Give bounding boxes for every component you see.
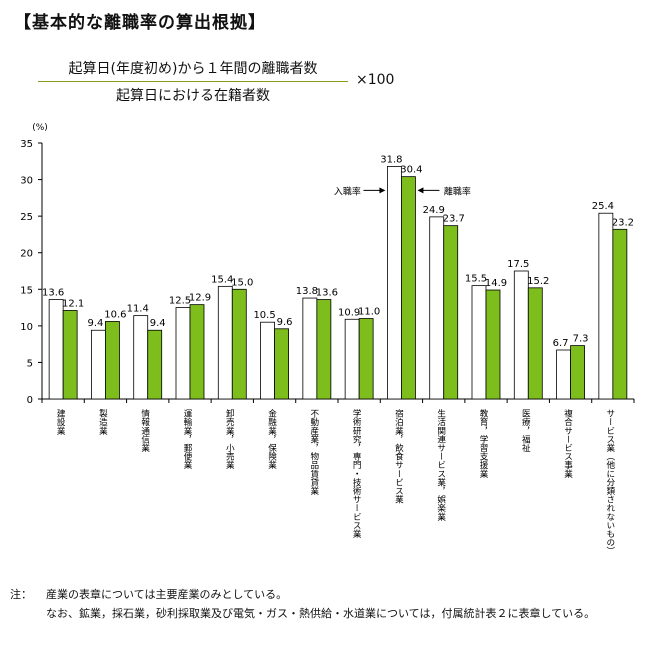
category-label: サービス業（他に分類されないもの）	[605, 409, 615, 556]
y-tick-label: 30	[20, 176, 33, 187]
bar-entry-rate	[471, 285, 487, 400]
data-label-exit: 23.7	[443, 214, 465, 225]
y-tick-label: 10	[20, 322, 33, 333]
bar-entry-rate	[217, 285, 233, 400]
data-label-entry: 11.4	[127, 304, 149, 315]
bar-exit-rate	[443, 225, 459, 400]
bar-entry-rate	[175, 307, 191, 400]
category-label: 医療，福祉	[520, 409, 530, 453]
data-label-entry: 24.9	[423, 205, 445, 216]
y-tick-label: 5	[27, 358, 33, 369]
bar-entry-rate	[387, 166, 402, 400]
data-label-exit: 7.3	[573, 334, 589, 345]
bar-entry-rate	[513, 270, 529, 400]
bar-entry-rate	[133, 315, 149, 400]
note-line-2: なお、鉱業，採石業，砂利採取業及び電気・ガス・熱供給・水道業については，付属統計…	[46, 607, 596, 620]
page-title: 【基本的な離職率の算出根拠】	[14, 13, 266, 33]
bar-exit-rate	[147, 329, 163, 400]
bar-exit-rate	[316, 299, 332, 400]
bar-chart: (%)0510152025303513.612.1建設業9.410.6製造業11…	[20, 123, 635, 556]
category-label: 生活関連サービス業，娯楽業	[436, 408, 446, 522]
data-label-entry: 17.5	[507, 259, 529, 270]
formula-denominator: 起算日における在籍者数	[116, 88, 270, 104]
category-label: 学術研究，専門・技術サービス業	[351, 408, 361, 539]
category-label: 金融業，保険業	[267, 408, 277, 471]
data-label-entry: 31.8	[380, 154, 402, 165]
data-label-entry: 10.9	[338, 307, 360, 318]
data-label-entry: 15.4	[211, 274, 233, 285]
data-label-exit: 23.2	[612, 217, 634, 228]
annotation-exit-rate: 離職率	[444, 185, 471, 197]
data-label-entry: 9.4	[87, 318, 103, 329]
data-label-exit: 12.9	[189, 293, 211, 304]
bar-exit-rate	[358, 318, 374, 400]
data-label-entry: 13.6	[42, 288, 64, 299]
bar-exit-rate	[612, 228, 628, 400]
bar-entry-rate	[302, 297, 318, 400]
bar-entry-rate	[91, 329, 106, 400]
rate-formula: 起算日(年度初め)から１年間の離職者数 起算日における在籍者数	[38, 58, 348, 105]
bar-exit-rate	[570, 345, 585, 400]
annotation-entry-rate: 入職率	[334, 185, 361, 197]
category-label: 卸売業，小売業	[224, 408, 234, 471]
data-label-entry: 12.5	[169, 296, 191, 307]
y-tick-label: 35	[20, 139, 33, 150]
data-label-exit: 30.4	[400, 165, 422, 176]
formula-fraction-line	[38, 81, 348, 82]
bar-entry-rate	[344, 318, 360, 400]
bar-exit-rate	[401, 176, 416, 400]
y-unit-label: (%)	[32, 123, 48, 133]
data-label-exit: 9.4	[150, 318, 166, 329]
category-label: 宿泊業，飲食サービス業	[393, 408, 403, 505]
category-label: 教育，学習支援業	[478, 408, 488, 479]
y-tick-label: 25	[20, 212, 33, 223]
formula-numerator: 起算日(年度初め)から１年間の離職者数	[68, 61, 318, 77]
category-label: 運輸業，郵便業	[182, 409, 192, 471]
category-label: 建設業	[55, 408, 65, 436]
data-label-exit: 12.1	[62, 298, 84, 309]
data-label-exit: 10.6	[104, 309, 126, 320]
data-label-entry: 13.8	[296, 286, 318, 297]
category-label: 複合サービス事業	[563, 408, 573, 479]
data-label-entry: 15.5	[465, 274, 487, 285]
y-tick-label: 20	[20, 249, 33, 260]
data-label-entry: 6.7	[553, 338, 569, 349]
data-label-exit: 14.9	[485, 278, 507, 289]
annotation-entry-arrowhead	[379, 187, 386, 194]
bar-exit-rate	[485, 289, 501, 400]
bar-entry-rate	[598, 212, 614, 400]
formula-multiplier: ×100	[356, 72, 395, 88]
y-tick-label: 15	[20, 285, 33, 296]
y-tick-label: 0	[27, 395, 33, 406]
note-label: 注：	[10, 588, 32, 601]
category-label: 製造業	[97, 408, 107, 436]
bar-entry-rate	[260, 321, 275, 400]
bar-exit-rate	[189, 304, 205, 400]
data-label-exit: 9.6	[277, 317, 293, 328]
data-label-exit: 15.0	[231, 277, 253, 288]
category-label: 不動産業，物品賃貸業	[309, 409, 319, 496]
bar-exit-rate	[527, 287, 543, 400]
bar-entry-rate	[429, 216, 445, 400]
data-label-exit: 11.0	[358, 307, 380, 318]
annotation-exit-arrowhead	[417, 187, 424, 194]
category-label: 情報通信業	[140, 408, 150, 453]
data-label-entry: 10.5	[253, 310, 275, 321]
bar-exit-rate	[105, 321, 120, 400]
data-label-exit: 13.6	[316, 288, 338, 299]
data-label-entry: 25.4	[592, 201, 614, 212]
bar-exit-rate	[274, 328, 289, 400]
bar-entry-rate	[556, 349, 571, 400]
note-line-1: 産業の表章については主要産業のみとしている。	[46, 588, 288, 601]
bar-exit-rate	[231, 288, 247, 400]
bar-entry-rate	[48, 299, 64, 400]
data-label-exit: 15.2	[527, 276, 549, 287]
bar-exit-rate	[62, 310, 78, 400]
